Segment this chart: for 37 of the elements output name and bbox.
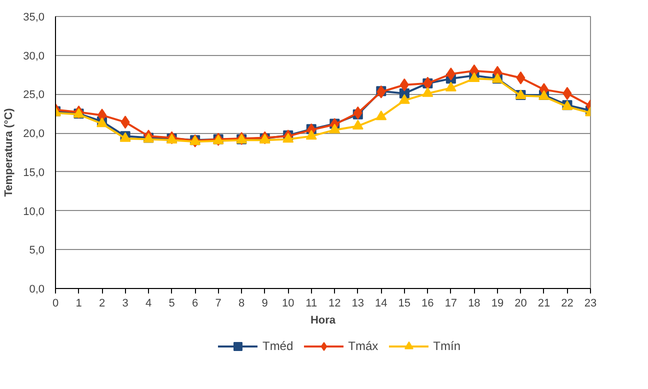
x-tick-label: 23 [584,298,597,310]
x-tick-label: 0 [52,298,59,310]
x-tick-label: 2 [98,298,106,310]
y-tick-label: 15,0 [23,166,45,179]
x-tick-label: 8 [238,298,245,310]
x-tick-label: 6 [192,298,198,310]
x-tick-label: 19 [491,298,504,310]
x-tick-label: 15 [398,298,411,310]
x-tick-label: 4 [145,298,152,310]
x-tick-label: 1 [76,298,82,310]
y-tick-label: 5,0 [29,244,45,257]
y-axis-title: Temperatura (°C) [3,108,16,197]
x-tick-label: 12 [328,298,341,310]
x-tick-label: 13 [352,298,364,310]
x-tick-label: 9 [262,298,268,310]
y-tick-label: 25,0 [23,89,45,102]
x-tick-label: 18 [468,298,480,310]
x-tick-label: 10 [282,298,294,310]
x-tick-label: 3 [122,298,128,310]
y-tick-label: 10,0 [23,206,45,218]
x-tick-label: 22 [561,298,574,310]
x-tick-label: 16 [422,298,434,310]
x-tick-label: 17 [444,298,458,310]
x-axis-title: Hora [310,314,336,326]
x-tick-label: 5 [168,298,175,310]
y-tick-label: 35,0 [23,12,45,24]
y-tick-label: 30,0 [23,50,45,62]
x-tick-label: 20 [514,298,527,310]
legend-label: Tmín [433,339,461,353]
y-tick-label: 20,0 [23,128,45,140]
x-tick-label: 11 [306,298,318,310]
x-tick-label: 14 [375,298,388,310]
x-tick-label: 7 [215,298,222,310]
legend-label: Tmáx [348,339,378,353]
legend-label: Tméd [262,339,294,353]
y-tick-label: 0,0 [29,284,45,296]
x-tick-label: 21 [538,298,550,310]
